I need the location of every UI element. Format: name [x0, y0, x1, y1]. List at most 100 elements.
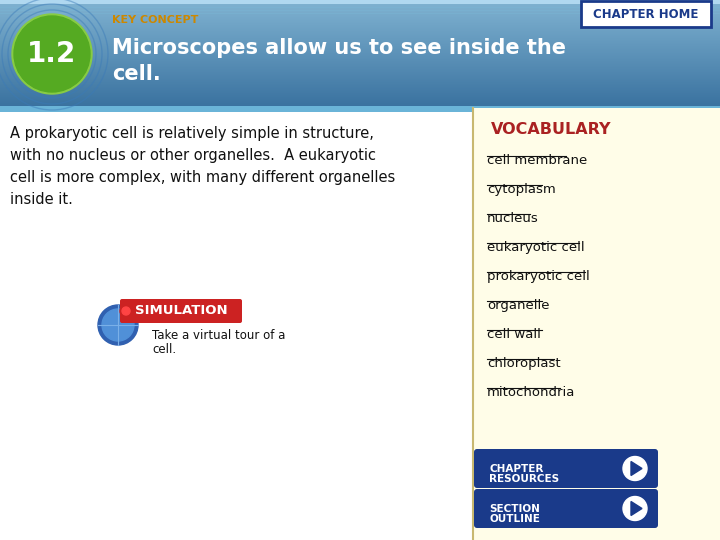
Bar	[0, 33, 720, 34]
Bar	[0, 20, 720, 21]
Bar	[0, 89, 720, 90]
Bar	[0, 76, 720, 77]
Bar	[0, 106, 720, 112]
Circle shape	[14, 16, 90, 92]
Circle shape	[122, 307, 130, 315]
Bar	[0, 73, 720, 74]
Bar	[0, 63, 720, 64]
FancyBboxPatch shape	[120, 299, 242, 323]
Bar	[0, 19, 720, 20]
Bar	[0, 54, 720, 55]
Bar	[0, 43, 720, 44]
Bar	[0, 58, 720, 59]
Bar	[0, 94, 720, 95]
Bar	[0, 45, 720, 46]
Bar	[0, 22, 720, 23]
Bar	[0, 32, 720, 33]
Text: organelle: organelle	[487, 299, 549, 312]
Bar	[0, 46, 720, 47]
Bar	[0, 18, 720, 19]
Bar	[0, 91, 720, 92]
Text: VOCABULARY: VOCABULARY	[491, 122, 611, 137]
Text: mitochondria: mitochondria	[487, 386, 575, 399]
Bar	[0, 25, 720, 26]
Circle shape	[102, 309, 134, 341]
Bar	[0, 60, 720, 61]
Bar	[0, 62, 720, 63]
Bar	[0, 57, 720, 58]
Bar	[0, 29, 720, 30]
Bar	[0, 50, 720, 51]
Bar	[0, 59, 720, 60]
Bar	[0, 78, 720, 79]
Bar	[0, 85, 720, 86]
Text: Take a virtual tour of a: Take a virtual tour of a	[152, 329, 285, 342]
Bar	[0, 107, 720, 108]
Bar	[0, 37, 720, 38]
Bar	[0, 26, 720, 27]
Bar	[0, 21, 720, 22]
Bar	[0, 16, 720, 17]
Bar	[0, 36, 720, 37]
FancyBboxPatch shape	[474, 489, 658, 528]
Text: 1.2: 1.2	[27, 40, 76, 68]
Text: SECTION: SECTION	[489, 503, 540, 514]
Bar	[0, 88, 720, 89]
Text: cell.: cell.	[152, 343, 176, 356]
Bar	[0, 98, 720, 99]
Text: inside it.: inside it.	[10, 192, 73, 207]
Bar	[0, 99, 720, 100]
Bar	[0, 108, 720, 540]
Bar	[0, 47, 720, 48]
Bar	[0, 0, 720, 4]
Circle shape	[120, 305, 132, 317]
Bar	[0, 69, 720, 70]
Bar	[0, 92, 720, 93]
Bar	[0, 12, 720, 13]
Bar	[0, 4, 720, 5]
Bar	[0, 55, 720, 56]
Bar	[0, 95, 720, 96]
Bar	[0, 3, 720, 4]
Bar	[0, 42, 720, 43]
Bar	[0, 65, 720, 66]
Bar	[0, 35, 720, 36]
Bar	[0, 93, 720, 94]
Bar	[0, 56, 720, 57]
Bar	[0, 8, 720, 9]
Bar	[0, 9, 720, 10]
Bar	[0, 28, 720, 29]
Bar	[0, 30, 720, 31]
Text: cell membrane: cell membrane	[487, 154, 588, 167]
Bar	[0, 86, 720, 87]
Bar	[0, 11, 720, 12]
Bar	[0, 7, 720, 8]
Bar	[0, 82, 720, 83]
Bar	[0, 96, 720, 97]
Text: CHAPTER: CHAPTER	[489, 463, 544, 474]
Bar	[0, 2, 720, 3]
Text: OUTLINE: OUTLINE	[489, 514, 540, 523]
Text: A prokaryotic cell is relatively simple in structure,: A prokaryotic cell is relatively simple …	[10, 126, 374, 141]
Text: cell is more complex, with many different organelles: cell is more complex, with many differen…	[10, 170, 395, 185]
Bar	[0, 101, 720, 102]
Bar	[0, 81, 720, 82]
Bar	[0, 1, 720, 2]
Bar	[0, 68, 720, 69]
Bar	[0, 5, 720, 6]
Bar	[0, 105, 720, 106]
Bar	[0, 40, 720, 41]
Bar	[0, 51, 720, 52]
Bar	[0, 79, 720, 80]
Bar	[0, 104, 720, 105]
Bar	[0, 24, 720, 25]
Bar	[0, 87, 720, 88]
Bar	[473, 108, 720, 540]
Text: with no nucleus or other organelles.  A eukaryotic: with no nucleus or other organelles. A e…	[10, 148, 376, 163]
Bar	[0, 14, 720, 15]
Circle shape	[623, 456, 647, 481]
Text: cell wall: cell wall	[487, 328, 541, 341]
Bar	[0, 52, 720, 53]
Text: nucleus: nucleus	[487, 212, 539, 225]
FancyBboxPatch shape	[581, 1, 711, 27]
